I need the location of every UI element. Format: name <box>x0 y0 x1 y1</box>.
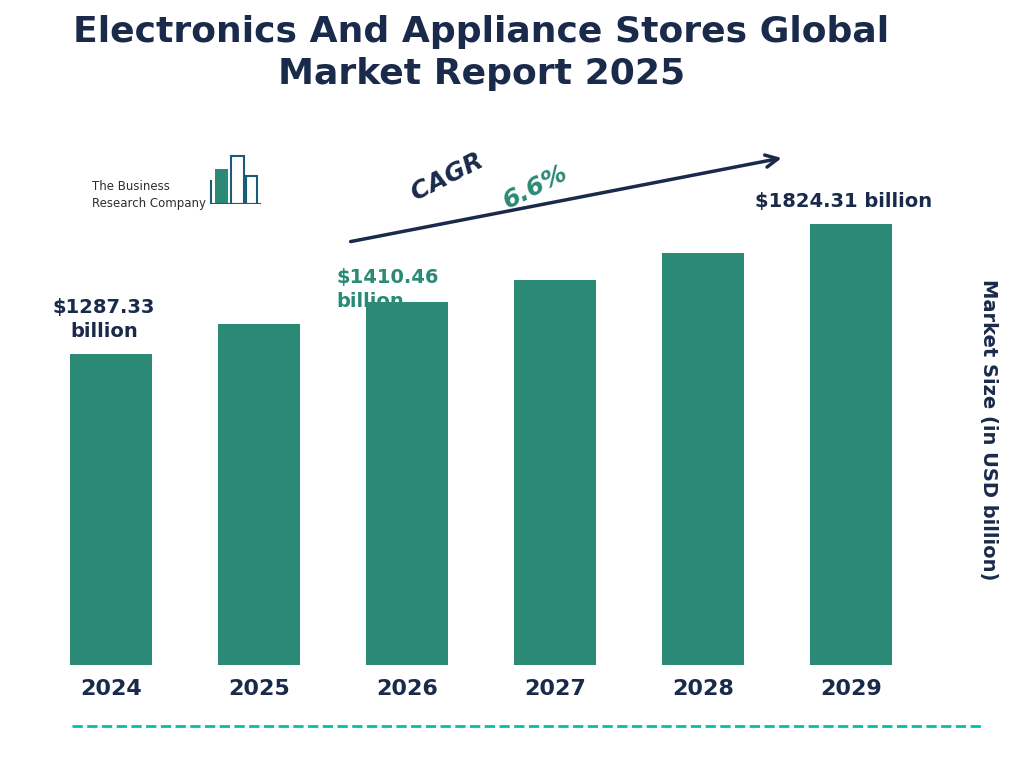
Text: Market Size (in USD billion): Market Size (in USD billion) <box>979 280 997 581</box>
Bar <box>810 224 892 665</box>
Text: $1824.31 billion: $1824.31 billion <box>755 192 932 211</box>
Bar <box>514 280 596 665</box>
Text: $1410.46
billion: $1410.46 billion <box>336 269 438 311</box>
Bar <box>218 324 300 665</box>
Text: The Business
Research Company: The Business Research Company <box>92 180 206 210</box>
Text: CAGR: CAGR <box>408 145 495 206</box>
Bar <box>231 156 244 204</box>
Text: $1287.33
billion: $1287.33 billion <box>52 298 155 341</box>
Bar <box>246 176 257 204</box>
Bar <box>367 302 447 665</box>
Bar <box>215 168 228 204</box>
Text: 6.6%: 6.6% <box>499 161 571 213</box>
Title: Electronics And Appliance Stores Global
Market Report 2025: Electronics And Appliance Stores Global … <box>73 15 889 91</box>
Bar <box>71 354 152 665</box>
Bar <box>663 253 743 665</box>
